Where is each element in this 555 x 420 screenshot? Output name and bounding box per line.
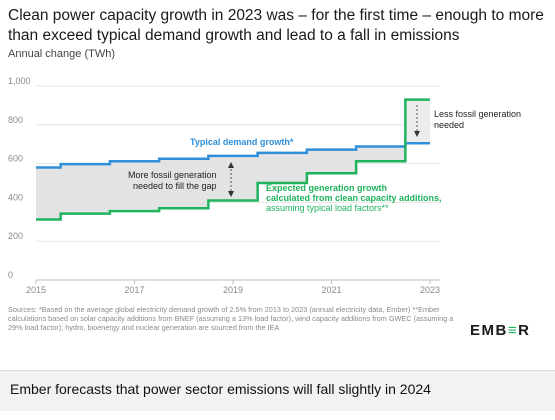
x-tick-label: 2017: [124, 285, 144, 295]
demand-series-label: Typical demand growth*: [190, 137, 294, 147]
logo-accent: ≡: [507, 322, 519, 339]
x-tick-label: 2019: [223, 285, 243, 295]
clean-label-line-3: assuming typical load factors**: [266, 203, 389, 213]
excess-area: [405, 99, 430, 144]
footer-link-text[interactable]: Ember forecasts that power sector emissi…: [10, 381, 431, 397]
fall-arrow-head: [414, 131, 420, 137]
gap-arrow-head-down: [228, 191, 234, 197]
fall-label-line-2: needed: [434, 120, 464, 130]
clean-label-line-2: calculated from clean capacity additions…: [266, 193, 442, 203]
x-tick-label: 2023: [420, 285, 440, 295]
y-tick-label: 1,000: [8, 76, 31, 86]
gap-arrow-head-up: [228, 162, 234, 168]
chart-card: Clean power capacity growth in 2023 was …: [8, 7, 544, 339]
clean-label-line-1: Expected generation growth: [266, 183, 387, 193]
y-tick-label: 400: [8, 192, 23, 202]
chart-title: Clean power capacity growth in 2023 was …: [8, 7, 544, 44]
fall-label-line-1: Less fossil generation: [434, 109, 521, 119]
y-tick-label: 600: [8, 154, 23, 164]
y-axis-unit-label: Annual change (TWh): [8, 48, 115, 60]
footer-banner[interactable]: Ember forecasts that power sector emissi…: [0, 370, 555, 411]
gap-label-line-2: needed to fill the gap: [133, 181, 217, 191]
gap-label-line-1: More fossil generation: [128, 170, 217, 180]
ember-logo: EMB≡R: [470, 322, 530, 339]
x-tick-label: 2021: [321, 285, 341, 295]
y-tick-label: 800: [8, 115, 23, 125]
logo-main: EMB: [470, 322, 508, 339]
y-tick-label: 200: [8, 231, 23, 241]
clean-generation-line: [36, 98, 430, 221]
y-tick-label: 0: [8, 270, 13, 280]
logo-tail: R: [518, 322, 531, 339]
x-tick-label: 2015: [26, 285, 46, 295]
demand-line: [36, 141, 430, 169]
sources-note: Sources: *Based on the average global el…: [8, 305, 454, 332]
chart-svg: 0 200 400 600 800 1,000 2015 2017 2019 2021 2023 Ty…: [8, 76, 521, 295]
